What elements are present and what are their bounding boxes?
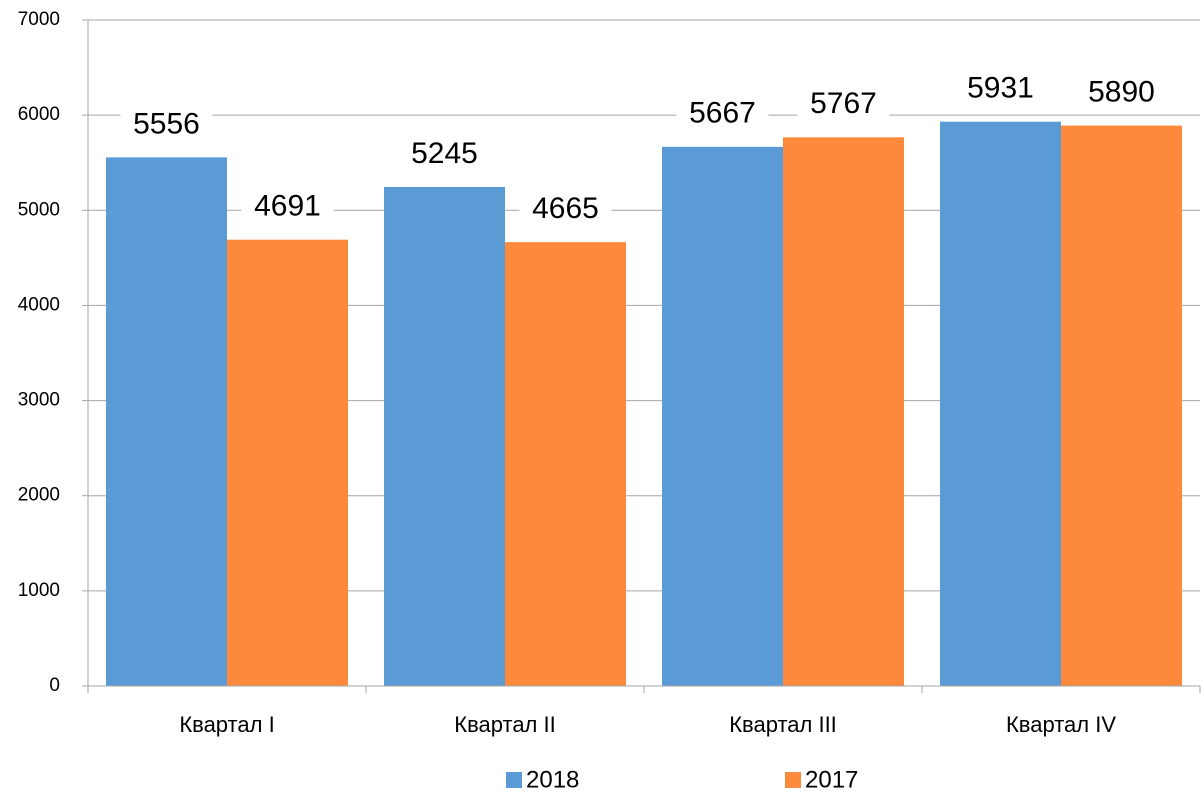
bar xyxy=(662,146,783,686)
bar xyxy=(384,186,505,686)
y-tick-label: 3000 xyxy=(18,390,60,411)
y-tick-label: 1000 xyxy=(18,580,60,601)
bar xyxy=(227,239,348,686)
legend-label: 2018 xyxy=(526,766,579,793)
y-tick-label: 7000 xyxy=(18,9,60,30)
x-tick-label: Квартал I xyxy=(179,712,274,737)
data-label-bg xyxy=(241,189,334,226)
data-label: 4665 xyxy=(532,192,599,225)
data-label-bg xyxy=(797,87,890,124)
legend-swatch xyxy=(506,772,522,788)
y-tick-label: 2000 xyxy=(18,485,60,506)
y-tick-label: 5000 xyxy=(18,199,60,220)
y-tick-label: 0 xyxy=(49,675,60,696)
bar xyxy=(1061,125,1182,686)
data-label: 5890 xyxy=(1088,76,1155,109)
y-tick-label: 4000 xyxy=(18,294,60,315)
y-tick-label: 6000 xyxy=(18,104,60,125)
legend-swatch xyxy=(785,772,801,788)
data-label: 4691 xyxy=(254,190,321,223)
legend-label: 2017 xyxy=(805,766,858,793)
bar xyxy=(106,157,227,686)
data-label-bg xyxy=(519,192,612,229)
data-label-bg xyxy=(954,71,1047,108)
bar xyxy=(783,137,904,686)
data-label: 5931 xyxy=(967,72,1034,105)
data-label-bg xyxy=(120,107,213,144)
x-tick-label: Квартал II xyxy=(454,712,555,737)
data-label: 5556 xyxy=(133,107,200,140)
x-tick-label: Квартал IV xyxy=(1006,712,1116,737)
data-label-bg xyxy=(398,136,491,173)
data-label: 5667 xyxy=(689,97,756,130)
data-label-bg xyxy=(1075,75,1168,112)
bar xyxy=(505,242,626,686)
data-label-bg xyxy=(676,96,769,133)
bar xyxy=(940,121,1061,687)
x-tick-label: Квартал III xyxy=(729,712,837,737)
data-label: 5767 xyxy=(810,87,877,120)
data-label: 5245 xyxy=(411,137,478,170)
